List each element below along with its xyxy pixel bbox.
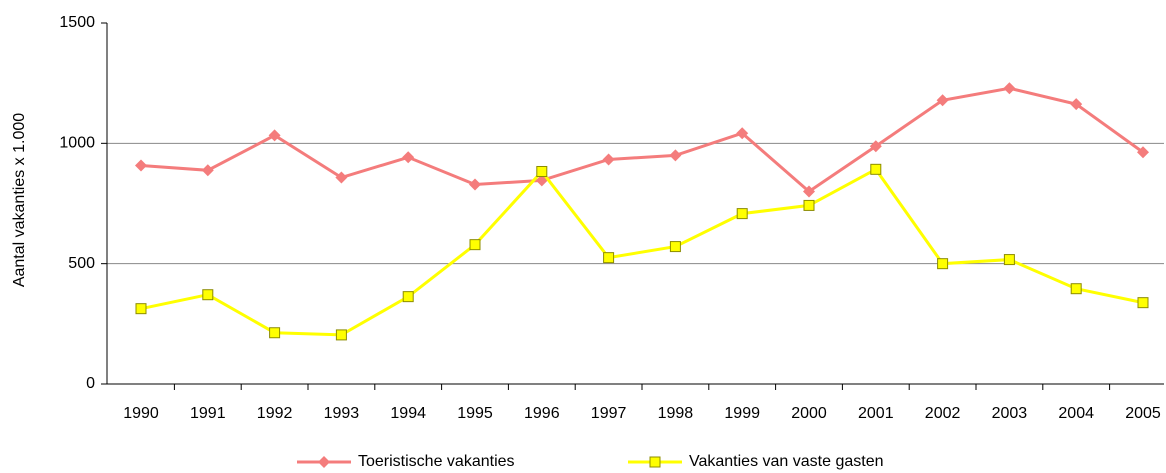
x-tick-label: 1996	[524, 405, 560, 422]
data-point	[1003, 82, 1016, 95]
data-point	[1070, 98, 1083, 111]
data-point	[335, 329, 347, 341]
x-tick-label: 1992	[257, 405, 293, 422]
x-tick-label: 2001	[858, 405, 894, 422]
data-point	[536, 165, 548, 177]
y-axis-label: Aantal vakanties x 1.000	[11, 113, 28, 287]
data-point	[1137, 146, 1149, 159]
y-tick-label: 1500	[59, 14, 95, 31]
x-tick-label: 2004	[1058, 405, 1094, 422]
series-line	[140, 167, 1144, 337]
data-point	[936, 94, 949, 107]
data-point	[869, 140, 882, 153]
x-tick-label: 1997	[591, 405, 627, 422]
data-point	[335, 171, 348, 184]
data-point	[201, 164, 214, 177]
series-line	[140, 86, 1144, 194]
data-point	[135, 303, 147, 315]
x-tick-label: 1993	[324, 405, 360, 422]
data-point	[135, 159, 147, 172]
data-point	[736, 208, 748, 220]
x-tick-label: 1995	[457, 405, 493, 422]
y-tick-label: 1000	[59, 135, 95, 152]
x-tick-label: 1991	[190, 405, 226, 422]
x-tick-label: 1990	[123, 405, 159, 422]
data-point	[469, 239, 481, 251]
data-point	[402, 291, 414, 303]
data-point	[870, 163, 882, 175]
data-point	[268, 129, 281, 142]
data-point	[202, 289, 214, 301]
data-point	[1003, 254, 1015, 266]
y-tick-label: 500	[68, 255, 95, 272]
data-point	[669, 149, 682, 162]
x-tick-label: 1998	[658, 405, 694, 422]
data-point	[1070, 283, 1082, 295]
data-point	[736, 127, 749, 140]
x-tick-label: 2000	[791, 405, 827, 422]
data-point	[803, 185, 815, 198]
data-point	[402, 151, 415, 164]
x-tick-label: 2003	[992, 405, 1028, 422]
x-tick-label: 1999	[724, 405, 760, 422]
legend-label: Toeristische vakanties	[358, 453, 515, 470]
data-point	[602, 153, 615, 166]
x-tick-label: 2002	[925, 405, 961, 422]
x-tick-label: 2005	[1125, 405, 1161, 422]
data-point	[269, 327, 281, 339]
x-tick-label: 1994	[390, 405, 426, 422]
data-point	[803, 199, 815, 211]
data-point	[469, 178, 481, 191]
y-tick-label: 0	[86, 375, 95, 392]
data-point	[603, 252, 615, 264]
legend-label: Vakanties van vaste gasten	[689, 453, 884, 470]
legend-marker	[649, 456, 661, 468]
data-point	[1137, 297, 1149, 309]
data-point	[937, 258, 949, 270]
legend-marker	[318, 456, 330, 468]
data-point	[669, 241, 681, 253]
